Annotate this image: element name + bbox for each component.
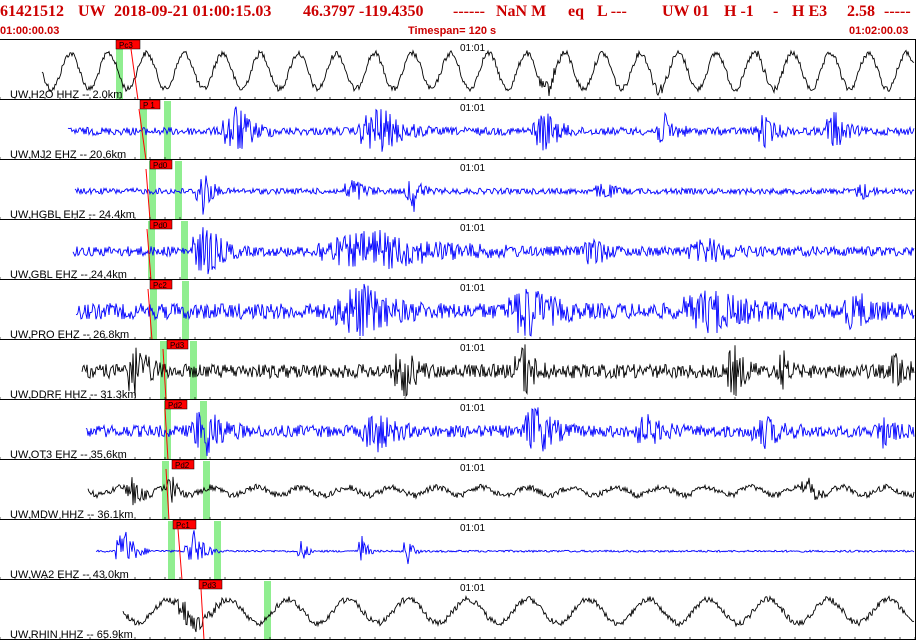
waveform	[85, 407, 915, 457]
pick-window-band	[116, 41, 123, 100]
pick-window-band	[150, 281, 157, 340]
trace-row[interactable]: Pd2 01:01 UW.OT3 EHZ -- 35.6km	[0, 399, 916, 461]
pick-marker-flag[interactable]	[139, 99, 161, 110]
pick-phase-label: P 1	[143, 101, 155, 110]
minute-marker-label: 01:01	[460, 163, 485, 174]
pick-window-band	[164, 101, 171, 160]
minute-marker-label: 01:01	[460, 343, 485, 354]
event-quality: L ---	[597, 3, 627, 20]
pick-window-band	[175, 161, 182, 220]
event-location: 46.3797 -119.4350	[303, 3, 424, 20]
pick-phase-label: Pd0	[153, 161, 168, 170]
waveform	[87, 476, 915, 506]
pick-phase-label: Pd2	[168, 401, 183, 410]
pick-phase-label: Pc1	[176, 521, 190, 530]
pick-window-band	[200, 401, 207, 460]
pick-phase-label: Pd3	[170, 341, 185, 350]
pick-phase-label: Pd0	[153, 221, 168, 230]
pick-phase-label: Pc2	[153, 281, 167, 290]
pick-window-band	[182, 281, 189, 340]
pick-phase-label: Pd2	[175, 461, 190, 470]
pick-marker-flag[interactable]	[149, 279, 173, 290]
trace-row[interactable]: Pc1 01:01 UW.WA2 EHZ -- 43.0km	[0, 519, 916, 581]
event-review: UW 01	[662, 3, 710, 20]
waveform	[74, 175, 915, 215]
minute-marker-label: 01:01	[460, 43, 485, 54]
event-type: eq	[568, 3, 584, 20]
event-trailing: -----	[884, 3, 911, 20]
pick-window-band	[164, 401, 171, 460]
pick-line	[164, 408, 169, 461]
event-depth: ------	[453, 3, 485, 20]
pick-line	[200, 588, 205, 640]
trace-row[interactable]: P 1 01:01 UW.MJ2 EHZ -- 20.6km	[0, 99, 916, 161]
start-time: 01:00:00.03	[0, 25, 60, 37]
pick-line	[130, 48, 139, 101]
trace-row[interactable]: Pd0 01:01 UW.HGBL EHZ -- 24.4km	[0, 159, 916, 221]
trace-row[interactable]: Pc3 01:01 UW.H2O HHZ -- 2.0km	[0, 39, 916, 101]
pick-phase-label: Pd3	[202, 581, 217, 590]
pick-window-band	[149, 161, 156, 220]
pick-marker-flag[interactable]	[171, 459, 195, 470]
pick-marker-flag[interactable]	[198, 579, 223, 590]
pick-line	[165, 468, 170, 521]
minute-marker-label: 01:01	[460, 403, 485, 414]
waveform	[81, 344, 915, 398]
pick-marker-flag[interactable]	[166, 339, 189, 350]
station-label: UW.RHIN HHZ -- 65.9km	[10, 629, 133, 640]
station-label: UW.H2O HHZ -- 2.0km	[10, 89, 122, 101]
pick-marker-flag[interactable]	[172, 519, 197, 530]
minute-marker-label: 01:01	[460, 463, 485, 474]
pick-phase-label: Pc3	[119, 41, 133, 50]
minute-marker-label: 01:01	[460, 283, 485, 294]
minute-marker-label: 01:01	[460, 583, 485, 594]
minute-marker-label: 01:01	[460, 223, 485, 234]
waveform	[72, 227, 915, 275]
event-header: 61421512 UW 2018-09-21 01:00:15.03 46.37…	[0, 0, 916, 40]
station-label: UW.GBL EHZ -- 24.4km	[10, 269, 127, 281]
event-dash: -	[773, 3, 779, 20]
waveform	[67, 106, 915, 152]
station-label: UW.MJ2 EHZ -- 20.6km	[10, 149, 126, 161]
station-label: UW.MDW HHZ -- 36.1km	[10, 509, 133, 521]
event-magnitude: NaN M	[496, 3, 547, 20]
pick-marker-flag[interactable]	[164, 399, 188, 410]
pick-line	[177, 528, 183, 581]
station-label: UW.PRO EHZ -- 26.8km	[10, 329, 129, 341]
pick-window-band	[264, 581, 271, 640]
end-time: 01:02:00.03	[849, 25, 909, 37]
event-id: 61421512	[0, 3, 64, 20]
event-value: 2.58	[847, 3, 875, 20]
pick-line	[138, 108, 147, 161]
station-label: UW.HGBL EHZ -- 24.4km	[10, 209, 135, 221]
waveform	[95, 530, 915, 565]
pick-line	[162, 348, 167, 401]
event-network: UW	[78, 3, 106, 20]
minute-marker-label: 01:01	[460, 523, 485, 534]
timespan: Timespan= 120 s	[408, 25, 497, 37]
station-label: UW.OT3 EHZ -- 35.6km	[10, 449, 127, 461]
pick-window-band	[140, 101, 147, 160]
waveform	[41, 49, 915, 97]
event-datetime: 2018-09-21 01:00:15.03	[114, 3, 272, 20]
waveform	[75, 283, 915, 337]
pick-marker-flag[interactable]	[149, 219, 173, 230]
event-h-field: H -1	[724, 3, 754, 20]
pick-window-band	[162, 461, 169, 520]
pick-line	[145, 168, 151, 221]
trace-row[interactable]: Pc2 01:01 UW.PRO EHZ -- 26.8km	[0, 279, 916, 341]
pick-line	[147, 288, 153, 341]
pick-line	[146, 228, 152, 281]
station-label: UW.WA2 EHZ -- 43.0km	[10, 569, 129, 581]
minute-marker-label: 01:01	[460, 103, 485, 114]
trace-row[interactable]: Pd3 01:01 UW.RHIN HHZ -- 65.9km	[0, 579, 916, 640]
pick-marker-flag[interactable]	[149, 159, 173, 170]
event-he-field: H E3	[792, 3, 828, 20]
waveform	[122, 595, 915, 633]
trace-row[interactable]: Pd0 01:01 UW.GBL EHZ -- 24.4km	[0, 219, 916, 281]
trace-row[interactable]: Pd2 01:01 UW.MDW HHZ -- 36.1km	[0, 459, 916, 521]
